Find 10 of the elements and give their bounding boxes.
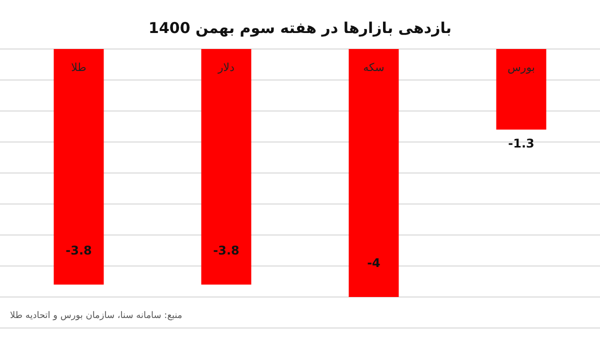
x-tick-label: دلار	[217, 61, 235, 74]
chart-title: بازدهی بازارها در هفته سوم بهمن 1400	[148, 19, 452, 37]
annotation: منبع: سامانه سنا، سازمان بورس و اتحادیه طلا	[10, 311, 182, 321]
x-tick-label: سکه	[363, 61, 384, 74]
x-tick-label: طلا	[71, 61, 87, 74]
x-tick-label: بورس	[508, 61, 535, 74]
data-label: -4	[367, 256, 380, 270]
data-label: -1.3	[508, 136, 534, 151]
data-label: -3.8	[213, 244, 240, 258]
data-label: -3.8	[66, 244, 92, 258]
